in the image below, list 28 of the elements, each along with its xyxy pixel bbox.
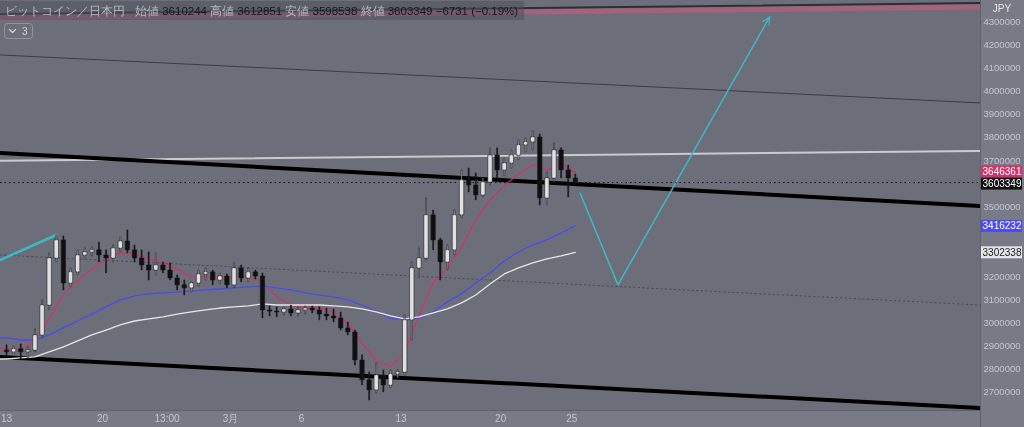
y-tick-label: 4000000 (983, 85, 1021, 97)
y-tick-label: 3800000 (983, 131, 1021, 143)
x-tick-label: 20 (495, 413, 507, 424)
y-tick-label: 4200000 (983, 38, 1021, 50)
x-tick-label: 13 (1, 413, 13, 424)
y-tick-label: 3900000 (983, 108, 1021, 120)
y-tick-label: 3200000 (983, 270, 1021, 282)
annotation: 3 (22, 25, 28, 37)
y-tick-label: 4300000 (983, 15, 1021, 27)
y-tick-label: 3100000 (983, 293, 1021, 305)
x-tick-label: 13:00 (154, 413, 181, 424)
y-tick-label: 3000000 (983, 316, 1021, 328)
x-tick-label: 13 (395, 413, 408, 424)
y-axis-title: JPY (992, 2, 1012, 14)
y-tick-label: 3500000 (983, 201, 1021, 213)
y-tick-label: 2900000 (983, 340, 1021, 352)
x-tick-label: 6 (298, 413, 305, 424)
chart-title: ビットコイン／日本円 (5, 4, 125, 18)
x-tick-label: 25 (566, 413, 578, 424)
y-tick-label: 2800000 (983, 363, 1021, 375)
x-tick-label: 20 (96, 413, 109, 424)
y-tick-label: 3700000 (983, 154, 1021, 166)
price-label: 3302338 (981, 246, 1022, 259)
text: 始値 3610244 高値 3612851 安値 3598538 終値 3603349 −6731 (−0.19%) (135, 5, 519, 17)
x-tick-label: 3月 (222, 413, 239, 424)
y-tick-label: 4100000 (983, 61, 1021, 73)
indicator-button: 3 (4, 23, 33, 39)
y-tick-label: 2700000 (983, 386, 1021, 398)
